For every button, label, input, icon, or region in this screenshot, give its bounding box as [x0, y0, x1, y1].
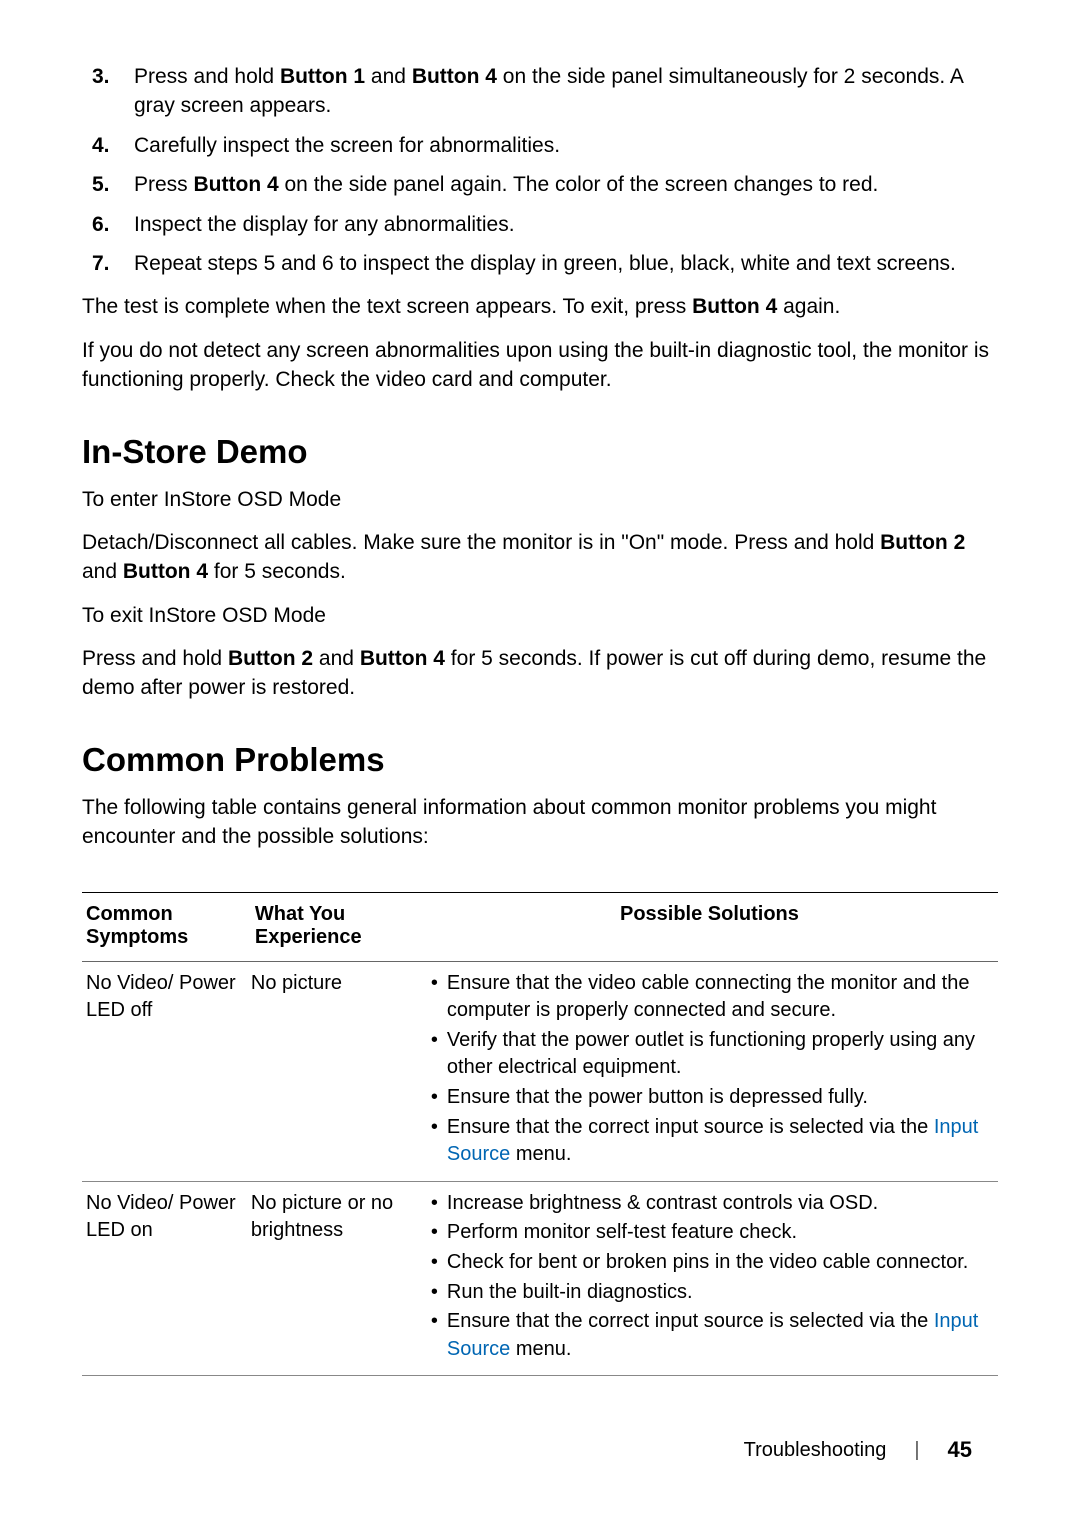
instore-exit-instructions: Press and hold Button 2 and Button 4 for… [82, 644, 998, 703]
para-test-complete: The test is complete when the text scree… [82, 292, 998, 321]
step-text: Inspect the display for any abnormalitie… [134, 213, 515, 236]
instore-enter-label: To enter InStore OSD Mode [82, 485, 998, 514]
step-number: 7. [92, 249, 110, 278]
cell-solutions: Ensure that the video cable connecting t… [421, 961, 998, 1181]
heading-common-problems: Common Problems [82, 741, 998, 779]
solution-item: Ensure that the correct input source is … [447, 1114, 992, 1169]
th-symptoms: Common Symptoms [82, 892, 247, 961]
solution-item: Ensure that the correct input source is … [447, 1308, 992, 1363]
step-text: Press and hold Button 1 and Button 4 on … [134, 65, 963, 117]
cell-experience: No picture [247, 961, 421, 1181]
solution-item: Verify that the power outlet is function… [447, 1027, 992, 1082]
solution-item: Run the built-in diagnostics. [447, 1279, 992, 1307]
table-row: No Video/ Power LED off No picture Ensur… [82, 961, 998, 1181]
cell-solutions: Increase brightness & contrast controls … [421, 1181, 998, 1376]
cell-symptom: No Video/ Power LED on [82, 1181, 247, 1376]
solution-item: Ensure that the video cable connecting t… [447, 970, 992, 1025]
page-footer: Troubleshooting | 45 [744, 1437, 972, 1463]
para-no-detect: If you do not detect any screen abnormal… [82, 336, 998, 395]
footer-page-number: 45 [948, 1437, 972, 1463]
cell-symptom: No Video/ Power LED off [82, 961, 247, 1181]
solution-item: Perform monitor self-test feature check. [447, 1219, 992, 1247]
step-text: Press Button 4 on the side panel again. … [134, 173, 878, 196]
th-solutions: Possible Solutions [421, 892, 998, 961]
table-row: No Video/ Power LED on No picture or no … [82, 1181, 998, 1376]
solution-item: Check for bent or broken pins in the vid… [447, 1249, 992, 1277]
table-body: No Video/ Power LED off No picture Ensur… [82, 961, 998, 1376]
step-7: 7. Repeat steps 5 and 6 to inspect the d… [82, 249, 998, 278]
step-4: 4. Carefully inspect the screen for abno… [82, 131, 998, 160]
step-3: 3. Press and hold Button 1 and Button 4 … [82, 62, 998, 121]
step-number: 4. [92, 131, 110, 160]
step-5: 5. Press Button 4 on the side panel agai… [82, 170, 998, 199]
step-text: Repeat steps 5 and 6 to inspect the disp… [134, 252, 956, 275]
solution-item: Ensure that the power button is depresse… [447, 1084, 992, 1112]
instore-enter-instructions: Detach/Disconnect all cables. Make sure … [82, 528, 998, 587]
common-intro: The following table contains general inf… [82, 793, 998, 852]
common-problems-table: Common Symptoms What You Experience Poss… [82, 892, 998, 1377]
cell-experience: No picture or no brightness [247, 1181, 421, 1376]
solution-item: Increase brightness & contrast controls … [447, 1190, 992, 1218]
step-number: 3. [92, 62, 110, 91]
step-number: 6. [92, 210, 110, 239]
step-text: Carefully inspect the screen for abnorma… [134, 134, 560, 157]
numbered-steps: 3. Press and hold Button 1 and Button 4 … [82, 62, 998, 278]
heading-in-store-demo: In-Store Demo [82, 433, 998, 471]
step-6: 6. Inspect the display for any abnormali… [82, 210, 998, 239]
step-number: 5. [92, 170, 110, 199]
footer-section: Troubleshooting [744, 1439, 887, 1462]
th-experience: What You Experience [247, 892, 421, 961]
instore-exit-label: To exit InStore OSD Mode [82, 601, 998, 630]
footer-divider: | [914, 1439, 919, 1462]
